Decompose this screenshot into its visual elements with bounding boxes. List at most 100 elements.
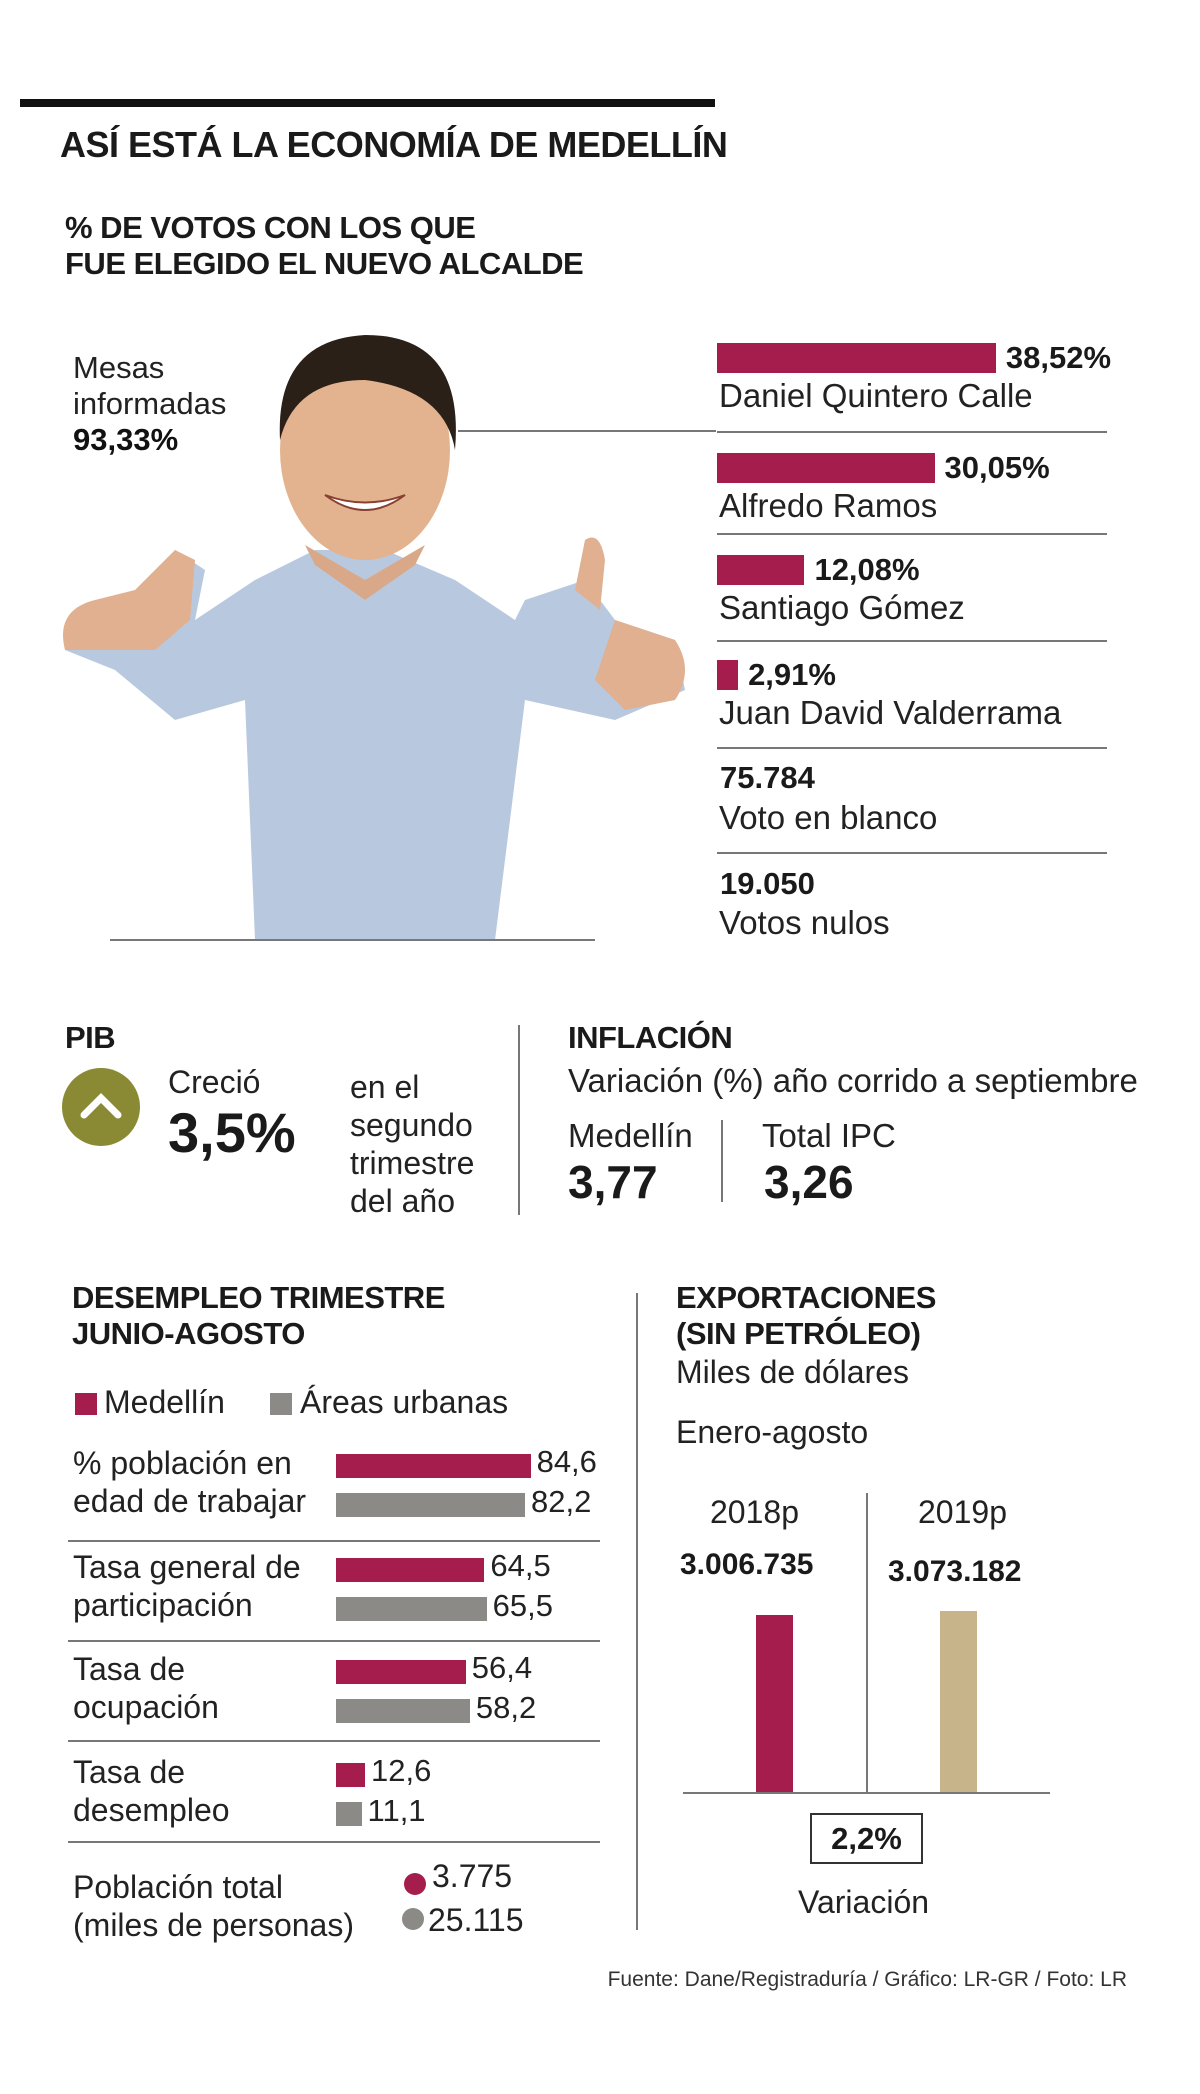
- divider: [518, 1025, 520, 1215]
- divider: [866, 1493, 868, 1793]
- legend-urban: Áreas urbanas: [300, 1384, 509, 1420]
- value-medellin: 84,6: [536, 1444, 597, 1479]
- candidate-name: Juan David Valderrama: [719, 694, 1062, 731]
- row-label: Tasa general de participación: [73, 1548, 301, 1624]
- votes-title-line1: % DE VOTOS CON LOS QUE: [65, 210, 476, 245]
- separator: [717, 533, 1107, 535]
- row-label-line: participación: [73, 1587, 253, 1623]
- value-urban: 58,2: [475, 1690, 537, 1725]
- row-label: Tasa de desempleo: [73, 1753, 230, 1829]
- value-medellin: 56,4: [471, 1650, 533, 1685]
- unemployment-title-line2: JUNIO-AGOSTO: [72, 1316, 305, 1351]
- bar-urban: [336, 1802, 362, 1826]
- chevron-up-icon: [62, 1068, 140, 1146]
- pib-desc-line: segundo: [350, 1107, 473, 1143]
- candidate-bar: [717, 453, 935, 483]
- photo-baseline: [110, 939, 595, 941]
- inflation-title: INFLACIÓN: [568, 1020, 733, 1055]
- inflation-medellin-label: Medellín: [568, 1117, 693, 1154]
- exports-title-line2: (SIN PETRÓLEO): [676, 1316, 921, 1351]
- separator: [68, 1740, 600, 1742]
- exports-title-line1: EXPORTACIONES: [676, 1280, 936, 1315]
- blank-votes-label: Voto en blanco: [719, 799, 938, 836]
- inflation-subtitle: Variación (%) año corrido a septiembre: [568, 1062, 1138, 1099]
- mesas-value: 93,33%: [73, 422, 179, 457]
- value-urban: 65,5: [492, 1588, 553, 1623]
- mesas-informadas: Mesas informadas 93,33%: [73, 350, 226, 458]
- year-2019: 2019p: [918, 1494, 1007, 1530]
- bar-medellin: [336, 1763, 365, 1787]
- year-2018: 2018p: [710, 1494, 799, 1530]
- candidate-bar: [717, 343, 996, 373]
- votes-title: % DE VOTOS CON LOS QUE FUE ELEGIDO EL NU…: [65, 210, 584, 282]
- row-label-line: desempleo: [73, 1792, 230, 1828]
- divider: [721, 1120, 723, 1202]
- inflation-ipc-label: Total IPC: [762, 1117, 896, 1154]
- candidate-percent: 12,08%: [814, 552, 920, 587]
- candidate-bar: [717, 660, 739, 690]
- separator: [717, 747, 1107, 749]
- candidate-percent: 30,05%: [944, 450, 1050, 485]
- population-medellin-value: 3.775: [432, 1858, 513, 1894]
- separator: [717, 852, 1107, 854]
- pib-desc-line: en el: [350, 1069, 420, 1105]
- photo-connector: [458, 430, 716, 432]
- bar-medellin: [336, 1454, 531, 1478]
- row-label-line: edad de trabajar: [73, 1483, 307, 1519]
- legend-medellin-swatch: [75, 1393, 97, 1415]
- value-medellin: 12,6: [370, 1753, 432, 1788]
- pib-verb: Creció: [168, 1064, 261, 1100]
- unemployment-title-line1: DESEMPLEO TRIMESTRE: [72, 1280, 445, 1315]
- page-title: ASÍ ESTÁ LA ECONOMÍA DE MEDELLÍN: [60, 124, 728, 165]
- candidate-name: Santiago Gómez: [719, 589, 965, 626]
- separator: [68, 1540, 600, 1542]
- separator: [717, 640, 1107, 642]
- bar-urban: [336, 1699, 470, 1723]
- pib-title: PIB: [65, 1020, 116, 1055]
- candidate-percent: 38,52%: [1005, 340, 1112, 375]
- mesas-label-1: Mesas: [73, 350, 165, 385]
- exports-title: EXPORTACIONES (SIN PETRÓLEO): [676, 1280, 936, 1352]
- inflation-medellin-value: 3,77: [568, 1156, 658, 1208]
- row-label: Tasa de ocupación: [73, 1650, 219, 1726]
- mayor-photo: [63, 335, 685, 940]
- exports-unit: Miles de dólares: [676, 1354, 909, 1390]
- row-label-line: Tasa general de: [73, 1549, 301, 1585]
- candidate-percent: 2,91%: [748, 657, 836, 692]
- unemployment-title: DESEMPLEO TRIMESTRE JUNIO-AGOSTO: [72, 1280, 445, 1352]
- pib-desc-line: del año: [350, 1183, 455, 1219]
- null-votes-value: 19.050: [720, 866, 815, 901]
- pib-desc-line: trimestre: [350, 1145, 475, 1181]
- bar-2018: [756, 1614, 793, 1793]
- bar-urban: [336, 1493, 526, 1517]
- separator: [68, 1841, 600, 1843]
- population-urban-value: 25.115: [428, 1902, 524, 1938]
- bar-urban: [336, 1597, 487, 1621]
- pib-description: en el segundo trimestre del año: [350, 1068, 474, 1220]
- mesas-label-2: informadas: [73, 386, 227, 421]
- variation-label: Variación: [798, 1884, 930, 1920]
- population-urban-dot: [402, 1908, 424, 1930]
- bar-medellin: [336, 1660, 466, 1684]
- row-label-line: % población en: [73, 1445, 292, 1481]
- value-urban: 82,2: [531, 1484, 592, 1519]
- votes-title-line2: FUE ELEGIDO EL NUEVO ALCALDE: [65, 246, 584, 281]
- source-note: Fuente: Dane/Registraduría / Gráfico: LR…: [607, 1968, 1127, 1991]
- value-medellin: 64,5: [490, 1548, 551, 1583]
- candidate-name: Alfredo Ramos: [719, 487, 938, 524]
- population-label: Población total (miles de personas): [73, 1868, 354, 1944]
- divider: [636, 1293, 638, 1930]
- legend-urban-swatch: [270, 1393, 292, 1415]
- value-urban: 11,1: [367, 1793, 426, 1828]
- row-label-line: Tasa de: [73, 1651, 186, 1687]
- exports-period: Enero-agosto: [676, 1414, 869, 1450]
- null-votes-label: Votos nulos: [719, 904, 890, 941]
- value-2018: 3.006.735: [680, 1548, 814, 1581]
- population-label-line: (miles de personas): [73, 1907, 354, 1943]
- top-rule: [20, 99, 715, 107]
- variation-box: 2,2%: [810, 1813, 923, 1864]
- population-medellin-dot: [404, 1873, 426, 1895]
- pib-value: 3,5%: [168, 1101, 296, 1164]
- bar-2019: [940, 1611, 977, 1793]
- row-label-line: ocupación: [73, 1689, 219, 1725]
